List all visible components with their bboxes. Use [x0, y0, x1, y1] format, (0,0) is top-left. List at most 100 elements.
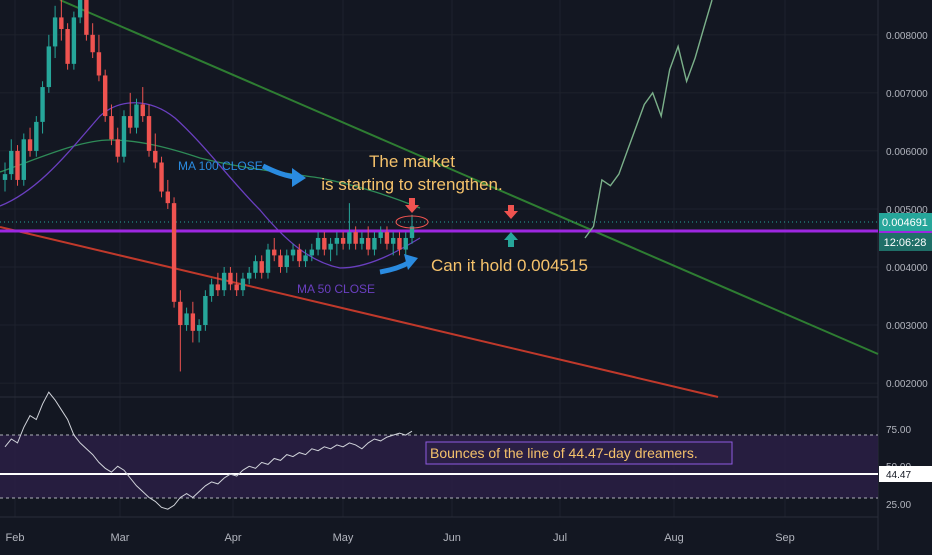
candle-body	[71, 17, 77, 64]
candle-body	[290, 249, 296, 256]
candle-body	[340, 237, 346, 244]
candle-body	[153, 150, 158, 163]
rsi-note-box	[425, 441, 733, 465]
candle-body	[309, 249, 315, 256]
candle-body	[209, 284, 214, 297]
ma100-label: MA 100 CLOSE	[178, 159, 263, 173]
candle-body	[165, 191, 170, 204]
candle-body	[278, 255, 283, 267]
arrow-icon-ma100	[261, 163, 306, 187]
time-tick: May	[333, 532, 354, 544]
candle-body	[65, 29, 70, 64]
candle-body	[77, 0, 83, 18]
countdown-badge	[879, 233, 932, 251]
support-badge-stripe	[879, 231, 932, 233]
candle-body	[196, 325, 202, 331]
price-tick: 0.002000	[886, 379, 928, 390]
price-tick: 0.007000	[886, 89, 928, 100]
market-note-line1: The market	[369, 152, 455, 171]
candle-body	[359, 237, 365, 244]
candle-body	[221, 272, 227, 291]
price-tick: 0.005000	[886, 205, 928, 216]
candle-body	[90, 34, 95, 53]
candle-body	[253, 261, 258, 273]
candle-body	[84, 0, 89, 35]
rsi-note: Bounces of the line of 44.47-day dreamer…	[430, 445, 698, 461]
candle-body	[322, 237, 327, 250]
candle-body	[391, 237, 396, 244]
time-tick: Jun	[443, 532, 461, 544]
candle-body	[115, 139, 120, 157]
candle-body	[102, 75, 108, 117]
market-note-line2: is starting to strengthen.	[321, 175, 502, 194]
candle-body	[315, 237, 321, 250]
candle-body	[384, 232, 390, 244]
candle-body	[190, 313, 196, 331]
candle-body	[372, 237, 377, 250]
up-arrow-marker	[504, 232, 518, 247]
oscillator-tick-25: 25.00	[886, 500, 911, 511]
candle-body	[21, 139, 26, 180]
candle-body	[378, 232, 383, 238]
candle-body	[215, 284, 221, 291]
candle-body	[403, 237, 408, 250]
ma-50-line	[0, 102, 421, 269]
candle-body	[27, 139, 33, 151]
countdown-label: 12:06:28	[884, 237, 927, 249]
candle-body	[171, 203, 177, 302]
candle-body	[397, 237, 402, 250]
candles	[2, 0, 415, 372]
candle-body	[59, 17, 64, 30]
green-downtrend-line	[59, 0, 879, 355]
highlight-ellipse	[395, 215, 429, 229]
candle-body	[328, 243, 333, 250]
projection-path	[584, 0, 713, 239]
candle-body	[297, 249, 302, 262]
candle-body	[303, 255, 308, 262]
time-tick: Feb	[6, 532, 25, 544]
down-arrow-marker-1	[405, 198, 419, 213]
candle-body	[159, 162, 164, 192]
grid	[0, 0, 878, 517]
candle-body	[353, 232, 358, 244]
candle-body	[203, 296, 208, 326]
price-tick: 0.004000	[886, 263, 928, 274]
candle-body	[96, 52, 102, 76]
current-price-label: 0.004691	[882, 217, 928, 229]
time-tick: Sep	[775, 532, 795, 544]
candle-body	[184, 313, 189, 326]
down-arrow-marker-2	[504, 205, 518, 219]
candle-body	[234, 284, 239, 291]
ma-100-line	[0, 139, 421, 209]
candle-body	[240, 278, 246, 291]
candle-body	[52, 17, 58, 47]
time-tick: Mar	[111, 532, 130, 544]
time-axis: Feb Mar Apr May Jun Jul Aug Sep	[6, 532, 795, 544]
candle-body	[334, 237, 340, 244]
candle-body	[265, 249, 271, 273]
candle-body	[272, 249, 277, 256]
arrow-icon-hold	[379, 254, 418, 275]
candle-body	[228, 272, 233, 285]
candle-body	[9, 150, 14, 175]
oscillator-tick-75: 75.00	[886, 425, 911, 436]
time-tick: Apr	[224, 532, 241, 544]
candle-body	[146, 116, 152, 151]
red-downtrend-line	[0, 226, 719, 398]
candle-body	[347, 232, 352, 244]
price-tick: 0.008000	[886, 31, 928, 42]
candle-body	[247, 272, 252, 279]
ma50-label: MA 50 CLOSE	[297, 282, 375, 296]
current-price-badge	[879, 213, 932, 231]
oscillator-value-badge	[879, 466, 932, 482]
candle-body	[40, 87, 45, 122]
price-tick: 0.003000	[886, 321, 928, 332]
candle-body	[46, 46, 52, 88]
candle-body	[140, 104, 145, 117]
candle-body	[409, 226, 415, 238]
price-axis: 0.008000 0.007000 0.006000 0.005000 0.004000…	[886, 31, 928, 390]
candle-body	[178, 301, 183, 326]
time-tick: Jul	[553, 532, 567, 544]
